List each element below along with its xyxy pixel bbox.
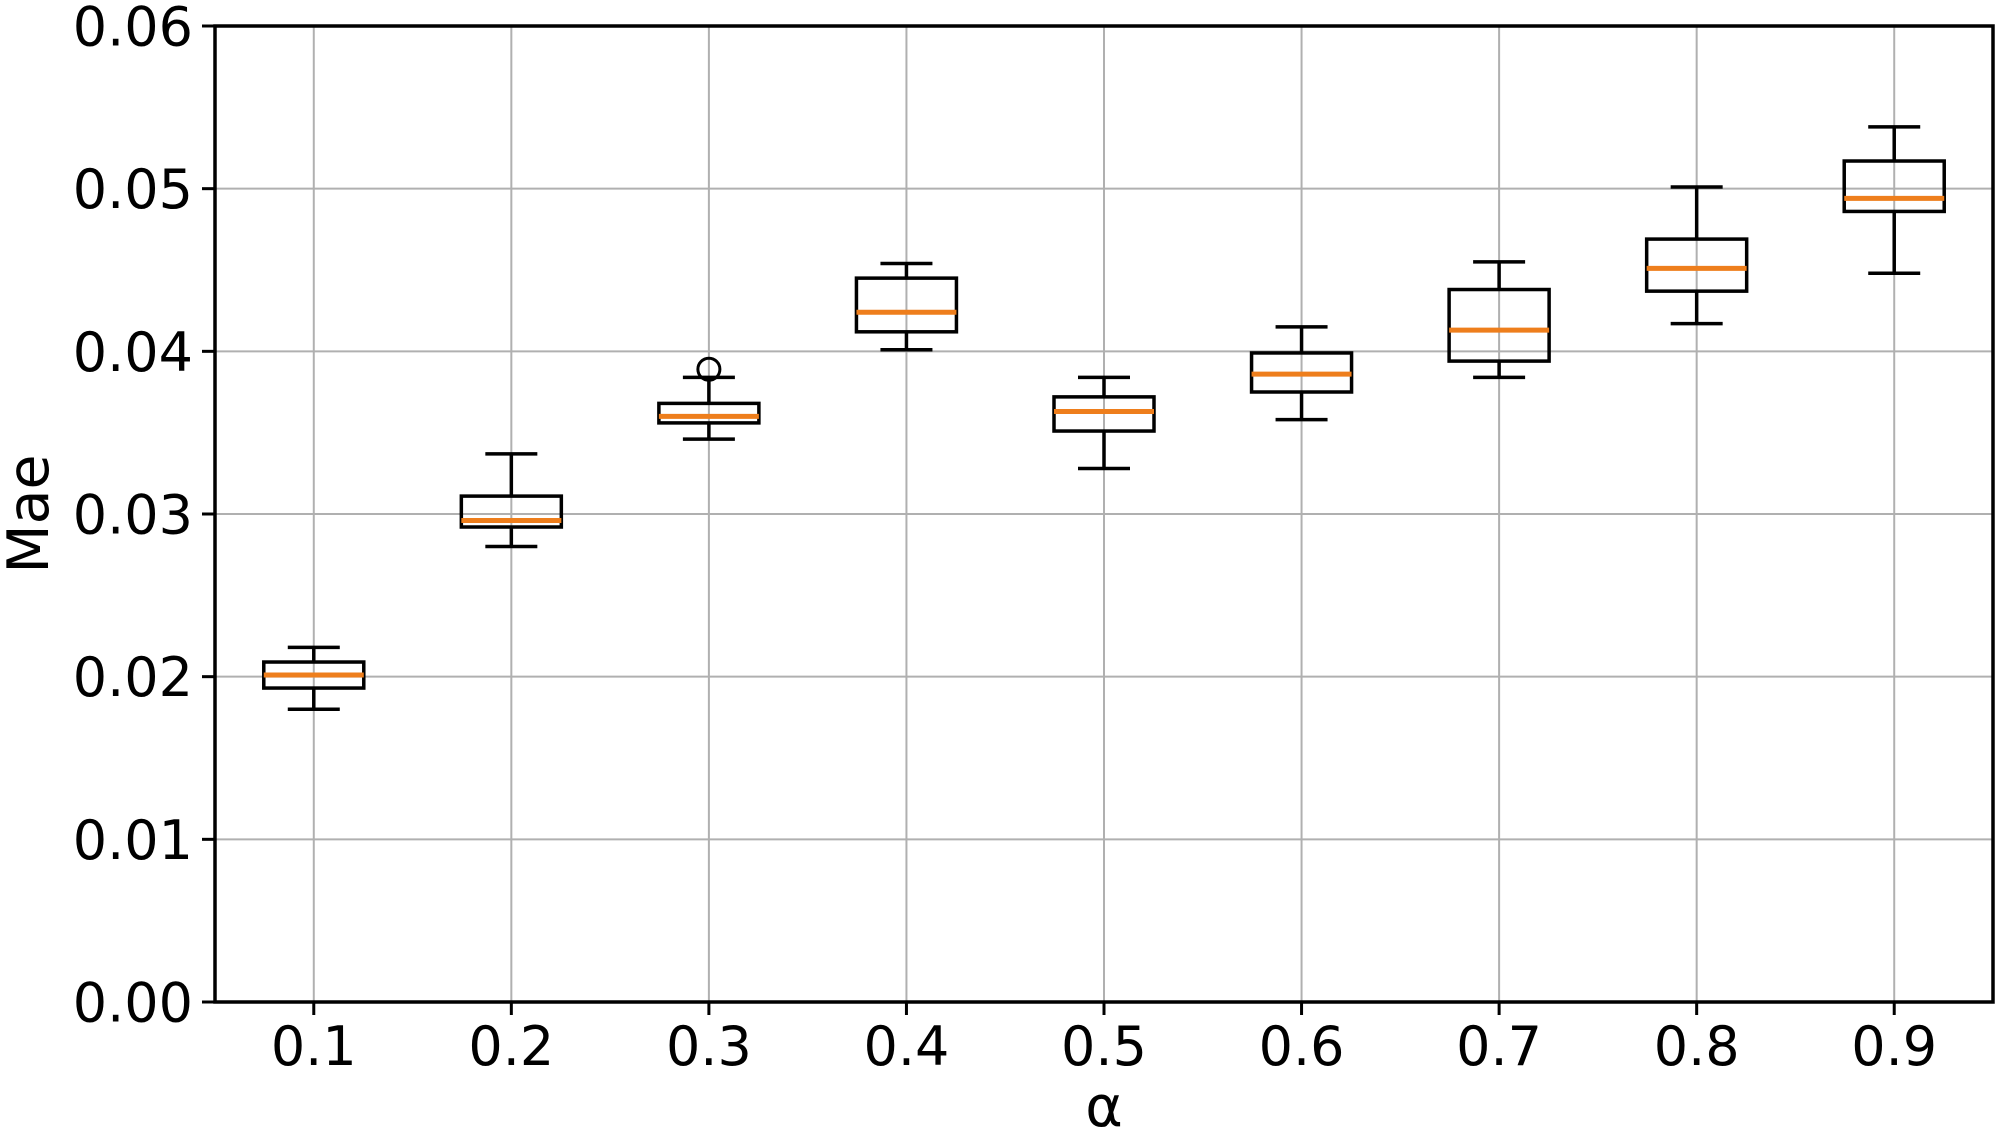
iqr-box bbox=[1447, 287, 1551, 363]
box-plot-0.3 bbox=[657, 356, 761, 441]
axis-ticks bbox=[202, 24, 1896, 1015]
box-plot-0.5 bbox=[1052, 375, 1156, 471]
gridlines bbox=[215, 25, 1993, 1003]
iqr-box bbox=[1644, 237, 1749, 293]
iqr-box bbox=[459, 494, 564, 529]
x-tick-label: 0.4 bbox=[863, 1015, 949, 1078]
y-tick-label: 0.06 bbox=[73, 0, 193, 58]
x-tick-label: 0.8 bbox=[1654, 1015, 1740, 1078]
box-plot-0.7 bbox=[1447, 260, 1551, 380]
y-tick-label: 0.04 bbox=[73, 321, 193, 384]
x-tick-label: 0.5 bbox=[1061, 1015, 1147, 1078]
x-tick-labels: 0.1 0.2 0.3 0.4 0.5 0.6 0.7 0.8 0.9 bbox=[271, 1015, 1937, 1078]
box-plot-0.4 bbox=[854, 261, 959, 352]
x-tick-label: 0.2 bbox=[468, 1015, 554, 1078]
y-tick-label: 0.02 bbox=[73, 646, 193, 709]
y-tick-labels: 0.00 0.01 0.02 0.03 0.04 0.05 0.06 bbox=[73, 0, 193, 1034]
box-plot-0.8 bbox=[1644, 185, 1749, 326]
outlier-point bbox=[696, 356, 722, 382]
iqr-box bbox=[854, 276, 959, 334]
y-tick-label: 0.01 bbox=[73, 809, 193, 872]
x-tick-label: 0.7 bbox=[1456, 1015, 1542, 1078]
box-plot-0.2 bbox=[459, 452, 564, 549]
boxplots bbox=[262, 125, 1946, 711]
x-tick-label: 0.9 bbox=[1851, 1015, 1937, 1078]
box-plot-0.1 bbox=[262, 645, 366, 711]
iqr-box bbox=[657, 401, 761, 425]
y-tick-label: 0.03 bbox=[73, 483, 193, 546]
y-axis-label: Mae bbox=[0, 454, 62, 573]
x-tick-label: 0.3 bbox=[666, 1015, 752, 1078]
x-axis-label: α bbox=[1085, 1074, 1123, 1140]
plot-border bbox=[213, 24, 1995, 1004]
x-tick-label: 0.1 bbox=[271, 1015, 357, 1078]
iqr-box bbox=[1842, 159, 1946, 214]
y-tick-label: 0.00 bbox=[73, 971, 193, 1034]
box-plot-0.9 bbox=[1842, 125, 1946, 276]
y-tick-label: 0.05 bbox=[73, 158, 193, 221]
x-tick-label: 0.6 bbox=[1259, 1015, 1345, 1078]
box-plot-0.6 bbox=[1249, 325, 1354, 422]
